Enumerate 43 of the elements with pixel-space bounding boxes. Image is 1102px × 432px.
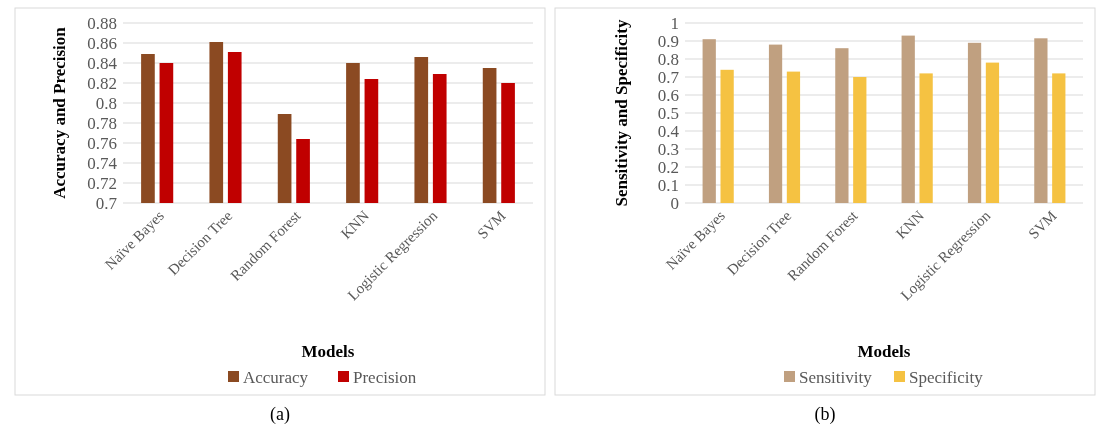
- y-tick-label: 0.74: [87, 153, 118, 173]
- bar: [835, 48, 849, 203]
- bar: [919, 73, 933, 203]
- legend-label: Sensitivity: [799, 367, 873, 387]
- y-axis-title: Sensitivity and Specificity: [612, 19, 631, 207]
- y-tick-label: 0.7: [95, 193, 118, 213]
- text: (a): [270, 404, 290, 425]
- legend-label: Precision: [353, 367, 417, 387]
- y-tick-label: 0.1: [657, 175, 679, 195]
- y-tick-label: 0.76: [87, 133, 117, 153]
- y-tick-label: 0.9: [657, 31, 679, 51]
- bar: [786, 71, 801, 203]
- y-tick-label: 0.84: [87, 53, 118, 73]
- y-tick-label: 0.82: [87, 73, 117, 93]
- x-axis-title: Models: [857, 342, 911, 361]
- y-tick-label: 0.86: [87, 33, 117, 53]
- bar: [768, 44, 783, 203]
- y-tick-label: 0.5: [657, 103, 679, 123]
- bar: [853, 77, 867, 203]
- y-tick-label: 0.6: [657, 85, 679, 105]
- y-axis-title: Accuracy and Precision: [50, 26, 69, 199]
- bar: [967, 42, 982, 203]
- bar: [720, 69, 734, 203]
- legend-label: Specificity: [909, 367, 984, 387]
- y-tick-label: 0.88: [87, 13, 117, 33]
- y-tick-label: 0.3: [657, 139, 679, 159]
- x-axis-title: Models: [301, 342, 355, 361]
- bar: [1052, 73, 1066, 203]
- bar: [901, 35, 915, 203]
- y-tick-label: 1: [670, 13, 679, 33]
- y-tick-label: 0.8: [95, 93, 117, 113]
- y-tick-label: 0.2: [657, 157, 679, 177]
- y-tick-label: 0.72: [87, 173, 117, 193]
- y-tick-label: 0.7: [657, 67, 680, 87]
- legend-label: Accuracy: [243, 367, 309, 387]
- bar: [985, 62, 1000, 203]
- bar: [702, 39, 716, 203]
- y-tick-label: 0: [670, 193, 679, 213]
- bar: [1034, 38, 1048, 203]
- text: (b): [814, 404, 836, 425]
- y-tick-label: 0.78: [87, 113, 117, 133]
- y-tick-label: 0.4: [657, 121, 680, 141]
- y-tick-label: 0.8: [657, 49, 679, 69]
